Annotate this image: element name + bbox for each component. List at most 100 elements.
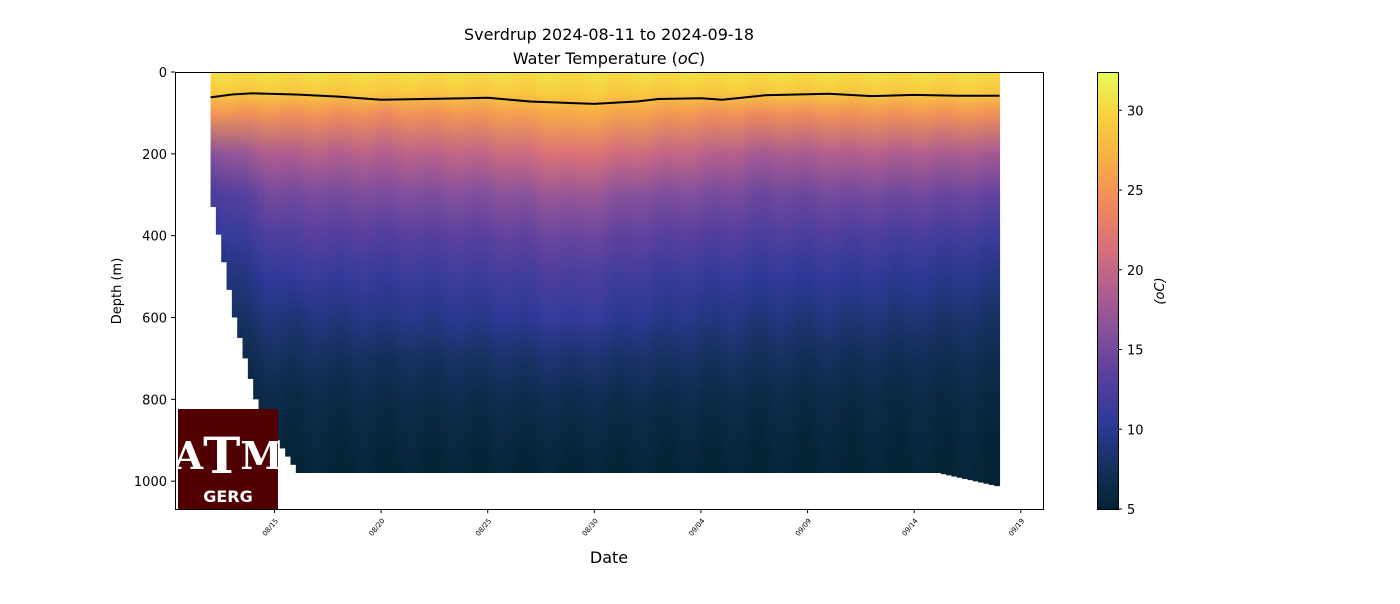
heatmap-cell [983, 72, 990, 484]
heatmap-cell [557, 72, 563, 473]
heatmap-cell [466, 72, 473, 473]
heatmap-cell [605, 72, 611, 473]
heatmap-cell [994, 72, 1001, 487]
heatmap-cell [525, 72, 531, 473]
heatmap-cell [866, 72, 873, 473]
heatmap-cell [551, 72, 558, 473]
heatmap-cell [599, 72, 606, 473]
svg-text:GERG: GERG [203, 487, 253, 506]
heatmap-cell [711, 72, 718, 473]
x-tick-label: 08/30 [581, 517, 600, 538]
heatmap-cell [807, 72, 814, 473]
heatmap-cell [359, 72, 366, 473]
heatmap-cell [589, 72, 595, 473]
heatmap-cell [407, 72, 414, 473]
heatmap-cell [343, 72, 350, 473]
heatmap-cell [818, 72, 825, 473]
chart-subtitle: Water Temperature (oC) [513, 49, 705, 68]
heatmap-cell [972, 72, 979, 482]
heatmap-cell [962, 72, 969, 479]
heatmap-cell [535, 72, 542, 473]
heatmap-cell [946, 72, 953, 476]
heatmap-cell [631, 72, 638, 473]
heatmap-cell [258, 72, 265, 410]
heatmap-cell [562, 72, 569, 473]
heatmap-cell [722, 72, 729, 473]
heatmap-cell [647, 72, 654, 473]
heatmap-cell [210, 72, 217, 208]
heatmap-cell [716, 72, 723, 473]
heatmap-cell [919, 72, 926, 473]
colorbar-tick-label: 15 [1127, 344, 1144, 359]
heatmap-cell [567, 72, 574, 473]
heatmap-cell [935, 72, 942, 473]
heatmap-cell [247, 72, 254, 379]
heatmap-cell [397, 72, 404, 473]
colorbar-label: (oC) [1153, 277, 1168, 304]
heatmap-cell [221, 72, 228, 263]
heatmap-cell [450, 72, 457, 473]
x-tick-label: 08/15 [261, 517, 280, 538]
heatmap-cell [658, 72, 665, 473]
heatmap-cell [429, 72, 436, 473]
heatmap-cell [301, 72, 308, 473]
heatmap-cell [354, 72, 361, 473]
x-tick-label: 09/19 [1007, 517, 1026, 538]
heatmap-cell [780, 72, 787, 473]
heatmap-cell [850, 72, 857, 473]
heatmap-cell [375, 72, 382, 473]
heatmap-cell [770, 72, 777, 473]
heatmap-cell [386, 72, 393, 473]
heatmap-cell [626, 72, 633, 473]
heatmap-cell [727, 72, 734, 473]
heatmap-cell [237, 72, 244, 338]
colorbar-tick-label: 20 [1127, 264, 1144, 279]
heatmap-cell [908, 72, 915, 473]
heatmap-cell [477, 72, 483, 473]
heatmap-cell [594, 72, 601, 473]
heatmap-cell [652, 72, 659, 473]
heatmap-cell [967, 72, 974, 481]
svg-text:ATM: ATM [178, 426, 278, 485]
mixed-layer-depth-line [210, 92, 1000, 105]
heatmap-cell [573, 72, 579, 473]
heatmap-cell [242, 72, 249, 359]
subtitle-unit: oC [678, 49, 700, 68]
chart-title: Sverdrup 2024-08-11 to 2024-09-18 [464, 25, 754, 44]
heatmap-cell [455, 72, 462, 473]
heatmap-cell [775, 72, 782, 473]
heatmap-cell [860, 72, 867, 473]
heatmap-cell [610, 72, 617, 473]
heatmap-cell [503, 72, 510, 473]
heatmap-cell [642, 72, 649, 473]
heatmap-cell [461, 72, 468, 473]
heatmap-cell [802, 72, 809, 473]
heatmap-cell [445, 72, 452, 473]
heatmap-cell [844, 72, 851, 473]
heatmap-cell [333, 72, 340, 473]
heatmap-cell [828, 72, 835, 473]
heatmap-cell [439, 72, 446, 473]
heatmap-cell [620, 72, 627, 473]
heatmap-cell [988, 72, 995, 485]
x-tick-label: 08/25 [474, 517, 493, 538]
heatmap-cell [418, 72, 425, 473]
heatmap-cell [924, 72, 931, 473]
x-tick-label: 09/04 [687, 517, 706, 538]
heatmap-cell [493, 72, 499, 473]
heatmap-cell [684, 72, 691, 473]
heatmap-cell [732, 72, 739, 473]
heatmap-cell [914, 72, 921, 473]
heatmap-cell [541, 72, 547, 473]
heatmap-cell [514, 72, 521, 473]
heatmap-cell [871, 72, 878, 473]
heatmap-cell [498, 72, 505, 473]
heatmap-cell [706, 72, 713, 473]
y-axis-label: Depth (m) [110, 258, 125, 325]
heatmap-cell [311, 72, 318, 473]
heatmap-cell [253, 72, 260, 400]
heatmap-cell [663, 72, 670, 473]
x-axis-label: Date [590, 548, 628, 567]
heatmap-cell [274, 72, 281, 441]
